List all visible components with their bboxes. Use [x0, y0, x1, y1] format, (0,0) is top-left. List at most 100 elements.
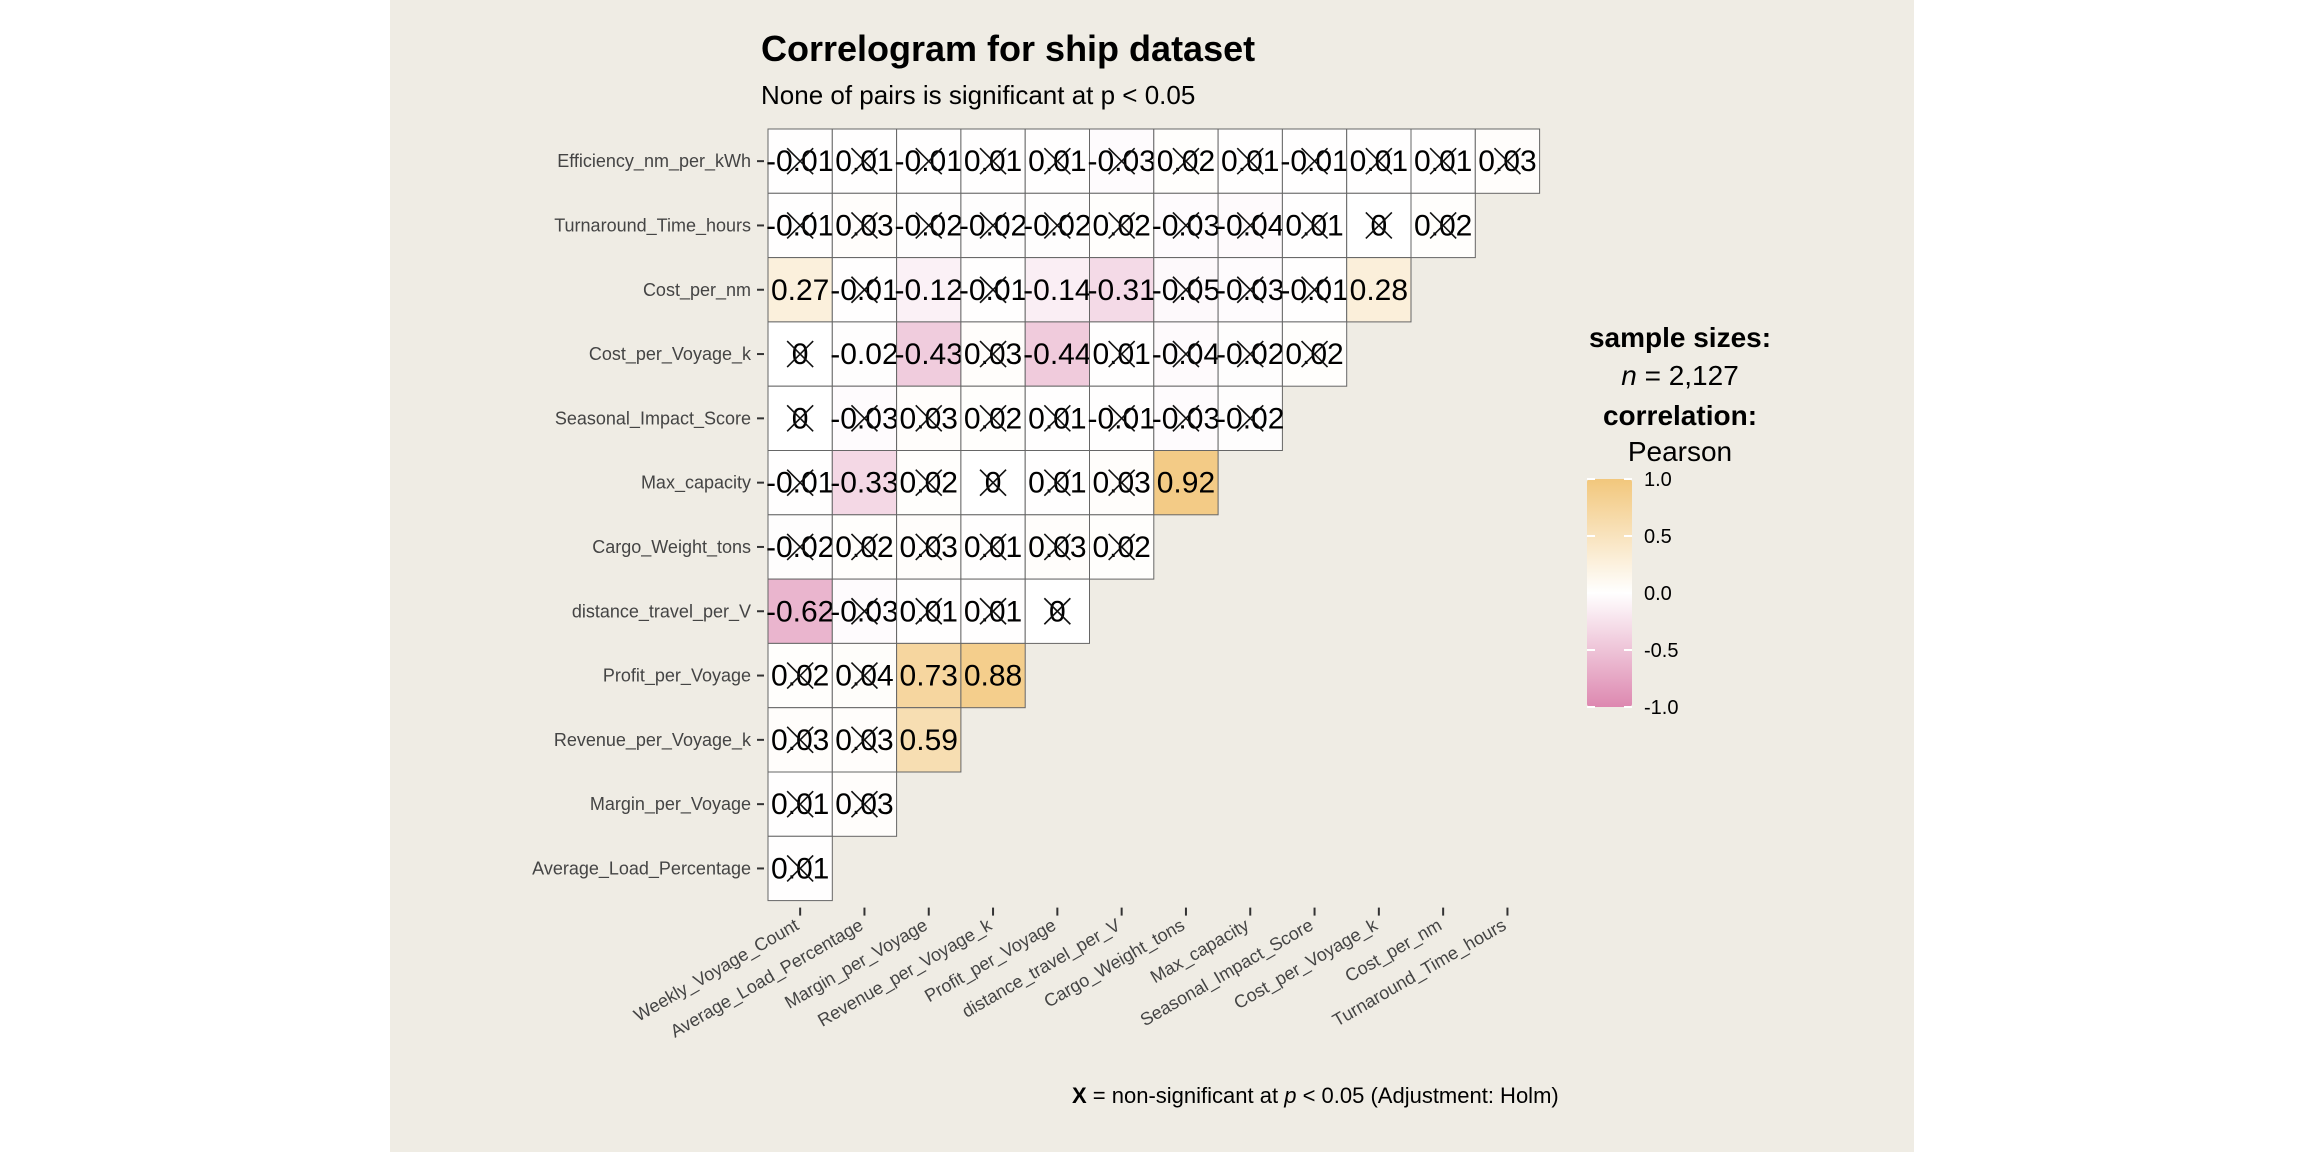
- nonsignificant-cross-mark: [1108, 469, 1136, 497]
- heatmap-cell: [896, 321, 962, 387]
- nonsignificant-cross-mark: [979, 404, 1007, 432]
- nonsignificant-cross-mark: [850, 276, 879, 304]
- cell-value-label: 0.59: [900, 724, 958, 757]
- nonsignificant-cross-mark: [915, 469, 943, 497]
- cell-value-label: -0.02: [830, 338, 898, 371]
- nonsignificant-cross-mark: [1043, 469, 1071, 497]
- y-axis-label: Cargo_Weight_tons: [592, 537, 751, 558]
- caption-text-b: < 0.05 (Adjustment: Holm): [1296, 1083, 1559, 1108]
- nonsignificant-cross-mark: [1172, 404, 1200, 432]
- nonsignificant-cross-mark: [850, 147, 879, 175]
- caption-text-a: = non-significant at: [1086, 1083, 1285, 1108]
- legend-n-text: = 2,127: [1636, 360, 1739, 391]
- nonsignificant-cross-mark: [1236, 340, 1264, 368]
- nonsignificant-cross-mark: [979, 147, 1007, 175]
- legend-correlation-method: Pearson: [1627, 436, 1733, 467]
- cell-value-label: -0.62: [766, 595, 834, 628]
- nonsignificant-cross-mark: [915, 533, 943, 561]
- nonsignificant-cross-mark: [1236, 147, 1264, 175]
- nonsignificant-cross-mark: [1043, 404, 1071, 432]
- nonsignificant-cross-mark: [1300, 340, 1329, 368]
- nonsignificant-cross-mark: [1043, 211, 1071, 240]
- nonsignificant-cross-mark: [1429, 211, 1457, 240]
- colorbar-tick-label: -1.0: [1644, 697, 1678, 719]
- heatmap-cell: [767, 257, 833, 323]
- nonsignificant-cross-mark: [786, 790, 814, 818]
- cell-value-label: -0.14: [1023, 274, 1091, 307]
- nonsignificant-cross-mark: [1236, 211, 1264, 240]
- nonsignificant-cross-mark: [850, 790, 879, 818]
- nonsignificant-cross-mark: [786, 533, 814, 561]
- nonsignificant-cross-mark: [1172, 147, 1200, 175]
- nonsignificant-cross-mark: [1043, 533, 1071, 561]
- y-axis-label: Seasonal_Impact_Score: [555, 408, 751, 429]
- colorbar-tick-label: 0.5: [1644, 526, 1672, 548]
- legend-correlation-label: correlation:: [1602, 400, 1758, 431]
- nonsignificant-cross-mark: [1300, 276, 1329, 304]
- nonsignificant-cross-mark: [786, 469, 814, 497]
- colorbar-tick-label: 0.0: [1644, 583, 1672, 605]
- heatmap-cell: [1024, 128, 1090, 194]
- nonsignificant-cross-mark: [1108, 340, 1136, 368]
- nonsignificant-cross-mark: [786, 854, 814, 883]
- nonsignificant-cross-mark: [1108, 147, 1136, 175]
- colorbar-tick-label: 1.0: [1644, 469, 1672, 491]
- nonsignificant-cross-mark: [1429, 147, 1457, 175]
- y-axis-label: Turnaround_Time_hours: [554, 215, 751, 236]
- y-axis-label: Cost_per_nm: [643, 280, 751, 301]
- y-axis-label: Average_Load_Percentage: [532, 858, 751, 879]
- caption-p-symbol: p: [1284, 1083, 1297, 1108]
- nonsignificant-cross-mark: [1108, 211, 1136, 240]
- cell-value-label: -0.12: [895, 274, 963, 307]
- nonsignificant-cross-mark: [786, 726, 814, 754]
- nonsignificant-cross-mark: [1236, 404, 1264, 432]
- cell-value-label: -0.31: [1087, 274, 1155, 307]
- heatmap-cell: [1153, 450, 1219, 516]
- colorbar-tick-label: -0.5: [1644, 640, 1678, 662]
- nonsignificant-cross-mark: [1043, 147, 1071, 175]
- legend-sample-size-label: sample sizes:: [1588, 322, 1772, 353]
- nonsignificant-cross-mark: [979, 276, 1007, 304]
- chart-title: Correlogram for ship dataset: [761, 28, 1256, 69]
- chart-subtitle: None of pairs is significant at p < 0.05: [761, 80, 1196, 110]
- cell-value-label: -0.44: [1023, 338, 1091, 371]
- cell-value-label: 0.27: [771, 274, 829, 307]
- nonsignificant-cross-mark: [850, 533, 879, 561]
- cell-value-label: -0.43: [895, 338, 963, 371]
- nonsignificant-cross-mark: [915, 147, 943, 175]
- nonsignificant-cross-mark: [979, 340, 1007, 368]
- nonsignificant-cross-mark: [1108, 404, 1136, 432]
- nonsignificant-cross-mark: [979, 597, 1007, 625]
- legend-sample-size-value: n = 2,127: [1520, 360, 1840, 392]
- heatmap-cell: [1346, 257, 1412, 323]
- chart-caption: X = non-significant at p < 0.05 (Adjustm…: [1072, 1083, 1559, 1109]
- nonsignificant-cross-mark: [915, 404, 943, 432]
- nonsignificant-cross-mark: [1365, 211, 1393, 240]
- cell-value-label: 0.88: [964, 660, 1022, 693]
- nonsignificant-cross-mark: [1172, 340, 1200, 368]
- cell-value-label: 0.73: [900, 660, 958, 693]
- nonsignificant-cross-mark: [1365, 147, 1393, 175]
- nonsignificant-cross-mark: [850, 211, 879, 240]
- y-axis-label: Revenue_per_Voyage_k: [554, 730, 752, 751]
- nonsignificant-cross-mark: [786, 404, 814, 432]
- nonsignificant-cross-mark: [850, 726, 879, 754]
- heatmap-cell: [960, 642, 1026, 709]
- heatmap-cell: [896, 707, 962, 773]
- nonsignificant-cross-mark: [979, 533, 1007, 561]
- nonsignificant-cross-mark: [1300, 211, 1329, 240]
- y-axis-label: distance_travel_per_V: [572, 601, 751, 622]
- nonsignificant-cross-mark: [979, 211, 1007, 240]
- nonsignificant-cross-mark: [1172, 211, 1200, 240]
- nonsignificant-cross-mark: [1300, 147, 1329, 175]
- nonsignificant-cross-mark: [786, 147, 814, 175]
- y-axis-label: Margin_per_Voyage: [590, 794, 751, 815]
- nonsignificant-cross-mark: [850, 661, 879, 690]
- cell-value-label: 0.92: [1157, 467, 1215, 500]
- nonsignificant-cross-mark: [786, 211, 814, 240]
- nonsignificant-cross-mark: [1493, 147, 1522, 175]
- nonsignificant-cross-mark: [1108, 533, 1136, 561]
- caption-x-symbol: X: [1072, 1083, 1087, 1108]
- nonsignificant-cross-mark: [915, 597, 943, 625]
